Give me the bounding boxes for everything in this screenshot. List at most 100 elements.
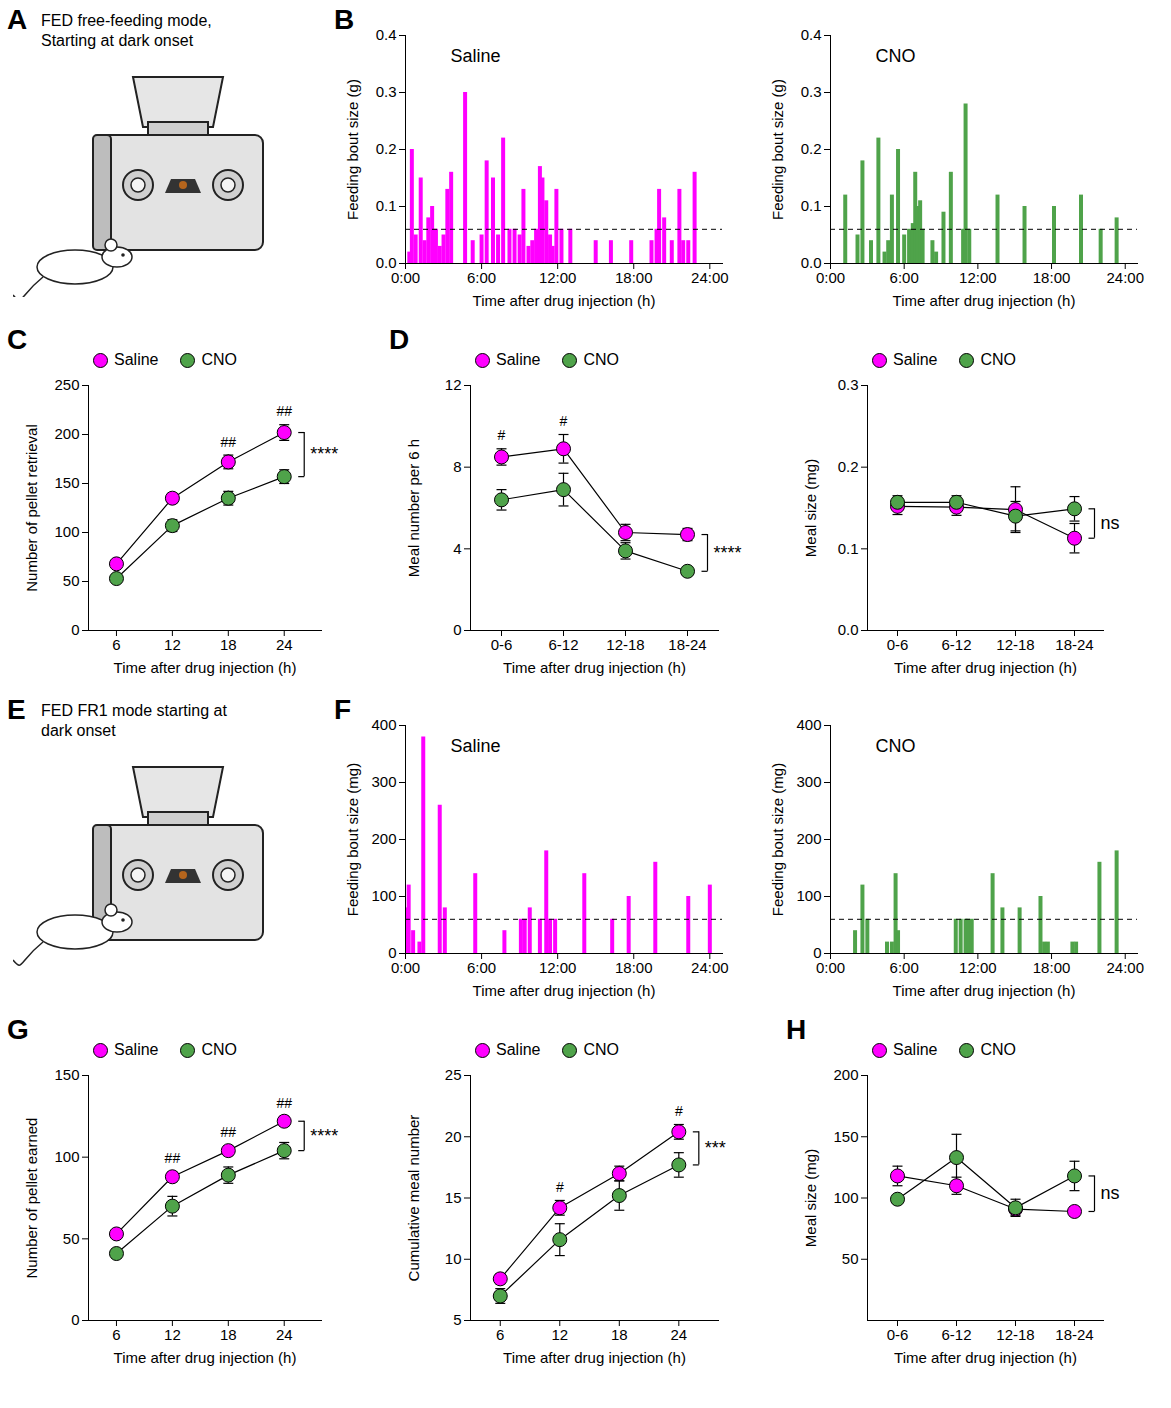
svg-text:6:00: 6:00 [890,959,919,976]
svg-text:##: ## [165,1150,181,1166]
svg-text:150: 150 [54,1066,79,1083]
svg-text:0-6: 0-6 [491,636,513,653]
svg-text:0: 0 [71,621,79,638]
svg-text:20: 20 [445,1128,462,1145]
svg-text:0.3: 0.3 [801,83,822,100]
svg-text:24:00: 24:00 [691,269,729,286]
svg-text:18:00: 18:00 [615,269,653,286]
svg-text:##: ## [221,1124,237,1140]
svg-text:0.4: 0.4 [376,26,397,43]
svg-text:Time after drug injection (h): Time after drug injection (h) [473,982,656,999]
svg-text:100: 100 [371,887,396,904]
svg-text:***: *** [705,1138,726,1158]
svg-text:Time after drug injection (h): Time after drug injection (h) [893,982,1076,999]
svg-text:0.4: 0.4 [801,26,822,43]
svg-text:24:00: 24:00 [691,959,729,976]
svg-text:6-12: 6-12 [941,1326,971,1343]
svg-text:8: 8 [453,458,461,475]
svg-text:200: 200 [371,830,396,847]
svg-text:#: # [675,1103,683,1119]
svg-text:#: # [560,413,568,429]
svg-text:12: 12 [164,1326,181,1343]
svg-text:Time after drug injection (h): Time after drug injection (h) [114,1349,297,1366]
svg-text:200: 200 [796,830,821,847]
svg-text:0.0: 0.0 [838,621,859,638]
svg-text:5: 5 [453,1311,461,1328]
svg-text:6:00: 6:00 [890,269,919,286]
svg-text:****: **** [714,543,742,563]
svg-text:0:00: 0:00 [816,269,845,286]
svg-text:18: 18 [220,1326,237,1343]
svg-text:400: 400 [371,716,396,733]
svg-text:100: 100 [54,1148,79,1165]
svg-text:0.2: 0.2 [801,140,822,157]
svg-text:Time after drug injection (h): Time after drug injection (h) [114,659,297,676]
svg-text:Feeding bout size (mg): Feeding bout size (mg) [344,763,361,916]
svg-text:Time after drug injection (h): Time after drug injection (h) [503,1349,686,1366]
svg-text:12: 12 [551,1326,568,1343]
svg-text:12:00: 12:00 [539,959,577,976]
svg-text:12: 12 [445,376,462,393]
svg-text:25: 25 [445,1066,462,1083]
svg-text:15: 15 [445,1189,462,1206]
svg-text:50: 50 [842,1250,859,1267]
svg-text:Meal number per 6 h: Meal number per 6 h [405,439,422,577]
svg-text:50: 50 [63,572,80,589]
svg-text:24: 24 [670,1326,687,1343]
svg-text:100: 100 [796,887,821,904]
svg-text:##: ## [276,1095,292,1111]
svg-text:50: 50 [63,1230,80,1247]
svg-text:12-18: 12-18 [606,636,644,653]
svg-text:12-18: 12-18 [996,1326,1034,1343]
svg-text:0.1: 0.1 [801,197,822,214]
svg-text:6-12: 6-12 [941,636,971,653]
svg-text:Time after drug injection (h): Time after drug injection (h) [894,1349,1077,1366]
svg-text:0.2: 0.2 [838,458,859,475]
svg-text:100: 100 [54,523,79,540]
svg-text:12:00: 12:00 [959,269,997,286]
svg-text:0.3: 0.3 [838,376,859,393]
svg-text:Time after drug injection (h): Time after drug injection (h) [893,292,1076,309]
svg-text:18: 18 [611,1326,628,1343]
svg-text:Time after drug injection (h): Time after drug injection (h) [894,659,1077,676]
svg-text:Saline: Saline [451,46,501,66]
svg-text:6: 6 [112,1326,120,1343]
svg-text:18-24: 18-24 [1055,1326,1093,1343]
svg-text:ns: ns [1101,513,1120,533]
svg-text:****: **** [310,1126,338,1146]
svg-text:Number of pellet retrieval: Number of pellet retrieval [23,424,40,592]
svg-text:6: 6 [496,1326,504,1343]
svg-text:6:00: 6:00 [467,959,496,976]
svg-text:0-6: 0-6 [887,636,909,653]
svg-text:12:00: 12:00 [959,959,997,976]
svg-text:Meal size (mg): Meal size (mg) [802,1149,819,1247]
svg-text:##: ## [221,434,237,450]
svg-text:0: 0 [71,1311,79,1328]
svg-text:150: 150 [54,474,79,491]
svg-text:18:00: 18:00 [615,959,653,976]
svg-text:#: # [498,427,506,443]
svg-text:6:00: 6:00 [467,269,496,286]
svg-text:Cumulative meal number: Cumulative meal number [405,1115,422,1282]
svg-text:Feeding bout size (mg): Feeding bout size (mg) [769,763,786,916]
svg-text:6-12: 6-12 [548,636,578,653]
svg-text:Meal size (mg): Meal size (mg) [802,459,819,557]
svg-text:0:00: 0:00 [391,269,420,286]
svg-text:18:00: 18:00 [1033,959,1071,976]
svg-text:Feeding bout size (g): Feeding bout size (g) [769,79,786,220]
svg-text:12-18: 12-18 [996,636,1034,653]
svg-text:24: 24 [276,636,293,653]
svg-text:4: 4 [453,540,461,557]
svg-text:0.3: 0.3 [376,83,397,100]
svg-text:##: ## [276,403,292,419]
svg-text:0:00: 0:00 [391,959,420,976]
svg-text:18-24: 18-24 [668,636,706,653]
svg-text:0:00: 0:00 [816,959,845,976]
svg-text:0.2: 0.2 [376,140,397,157]
svg-text:****: **** [310,444,338,464]
svg-text:24: 24 [276,1326,293,1343]
svg-text:Number of pellet earned: Number of pellet earned [23,1118,40,1279]
svg-text:Time after drug injection (h): Time after drug injection (h) [503,659,686,676]
svg-text:CNO: CNO [876,736,916,756]
svg-text:200: 200 [833,1066,858,1083]
